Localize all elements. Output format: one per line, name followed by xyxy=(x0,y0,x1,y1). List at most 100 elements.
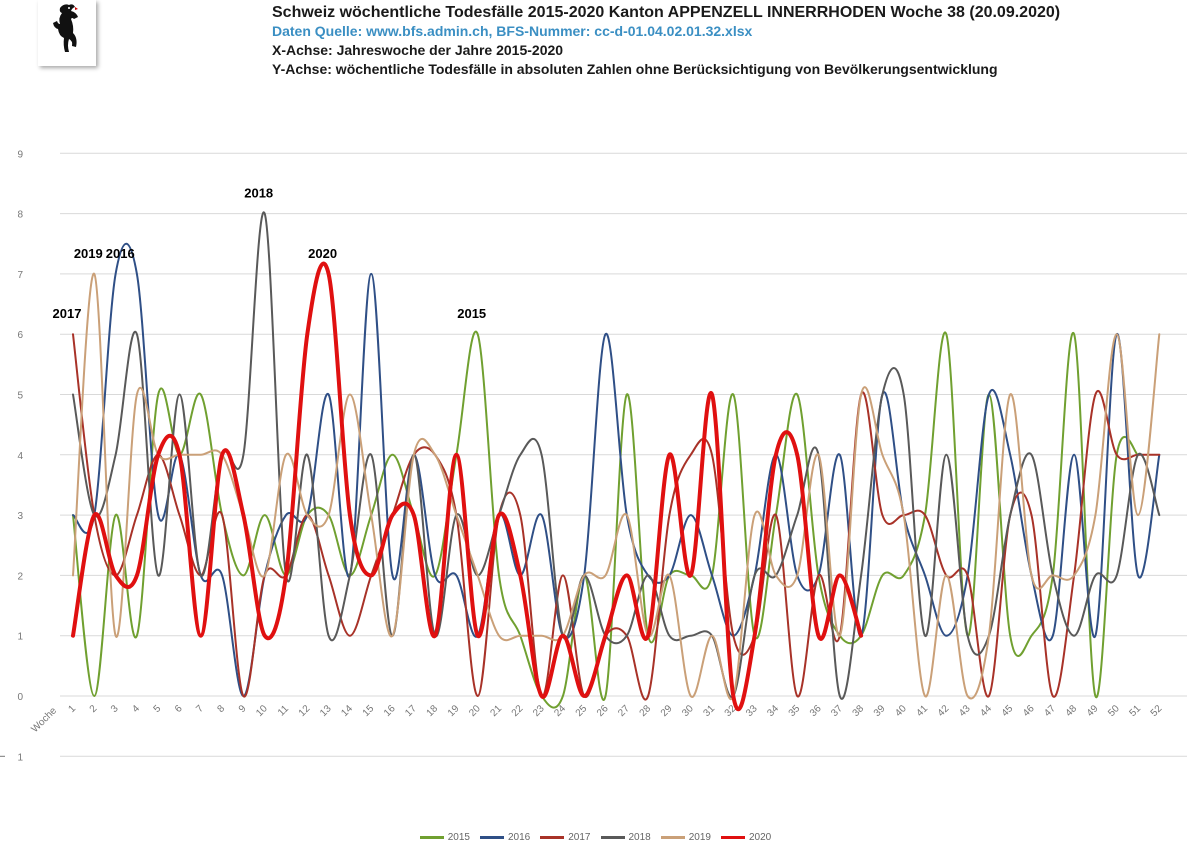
annotation-2020: 2020 xyxy=(308,246,337,261)
x-tick-label: 46 xyxy=(1021,703,1037,719)
x-tick-label: 31 xyxy=(701,703,717,719)
x-tick-label: 43 xyxy=(957,703,973,719)
y-tick-label: 1 xyxy=(17,632,23,643)
x-tick-label: 23 xyxy=(531,703,547,719)
x-tick-label: 25 xyxy=(574,703,590,719)
x-tick-label: 8 xyxy=(216,703,228,715)
x-tick-label: 10 xyxy=(254,703,270,719)
chart-legend: 2015 2016 2017 2018 2019 2020 xyxy=(0,832,1191,843)
y-tick-label: 5 xyxy=(17,391,23,402)
x-tick-label: 52 xyxy=(1149,703,1165,719)
x-tick-label: 9 xyxy=(237,703,249,715)
x-tick-label: 1 xyxy=(66,703,78,715)
x-tick-label: 11 xyxy=(276,703,291,718)
annotation-2015: 2015 xyxy=(457,306,486,321)
legend-item-2018: 2018 xyxy=(600,832,651,843)
annotation-2016: 2016 xyxy=(106,246,135,261)
x-tick-label: 4 xyxy=(130,703,142,715)
legend-swatch xyxy=(419,835,444,839)
x-tick-label: 6 xyxy=(173,703,185,715)
legend-label: 2016 xyxy=(508,832,531,843)
x-tick-label: 50 xyxy=(1106,703,1122,719)
legend-swatch xyxy=(540,835,565,839)
x-tick-label: 5 xyxy=(152,703,164,715)
x-tick-label: 51 xyxy=(1127,703,1143,719)
appenzell-bear-coat-of-arms-icon xyxy=(38,0,96,66)
legend-item-2017: 2017 xyxy=(540,832,591,843)
series-line-2020 xyxy=(71,261,864,712)
x-tick-label: 27 xyxy=(616,703,632,719)
chart-header: Schweiz wöchentliche Todesfälle 2015-202… xyxy=(272,3,1181,79)
y-tick-label: 6 xyxy=(17,330,23,341)
y-axis-info: Y-Achse: wöchentliche Todesfälle in abso… xyxy=(272,61,998,77)
x-tick-label: 48 xyxy=(1064,703,1080,719)
x-tick-label: 13 xyxy=(318,703,334,719)
x-tick-label: 16 xyxy=(382,703,398,719)
x-tick-label: 41 xyxy=(914,703,930,719)
legend-swatch xyxy=(600,835,625,839)
annotation-2019: 2019 xyxy=(74,246,103,261)
data-source: Daten Quelle: www.bfs.admin.ch, BFS-Numm… xyxy=(272,23,753,39)
x-axis-info: X-Achse: Jahreswoche der Jahre 2015-2020 xyxy=(272,42,564,58)
y-tick-label: 3 xyxy=(17,511,23,522)
x-axis-title: Woche xyxy=(29,705,59,735)
x-tick-label: 35 xyxy=(787,703,803,719)
x-tick-label: 21 xyxy=(488,703,504,719)
x-tick-label: 26 xyxy=(595,703,611,719)
x-tick-label: 34 xyxy=(765,703,781,719)
legend-swatch xyxy=(660,835,685,839)
y-tick-label: 9 xyxy=(17,149,23,160)
legend-item-2019: 2019 xyxy=(660,832,711,843)
legend-swatch xyxy=(480,835,504,839)
legend-label: 2019 xyxy=(688,832,711,843)
x-tick-label: 33 xyxy=(744,703,760,719)
chart-series-lines xyxy=(71,211,1161,712)
annotation-2017: 2017 xyxy=(53,306,82,321)
x-tick-label: 2 xyxy=(88,703,100,715)
legend-swatch xyxy=(721,835,745,839)
y-tick-label: 0 xyxy=(17,692,23,703)
coat-of-arms-logo xyxy=(38,0,96,66)
series-line-2018 xyxy=(72,211,1161,700)
x-tick-label: 47 xyxy=(1042,703,1058,719)
y-tick-label: 2 xyxy=(17,571,23,582)
x-tick-label: 30 xyxy=(680,703,696,719)
x-tick-label: 22 xyxy=(510,703,526,719)
x-tick-label: 36 xyxy=(808,703,824,719)
y-tick-label: 1 xyxy=(17,752,23,763)
x-tick-label: 17 xyxy=(403,703,419,719)
legend-label: 2018 xyxy=(628,832,651,843)
legend-label: 2017 xyxy=(568,832,591,843)
x-tick-label: 19 xyxy=(446,703,462,719)
x-tick-label: 38 xyxy=(851,703,867,719)
legend-item-2016: 2016 xyxy=(480,832,530,843)
chart-title: Schweiz wöchentliche Todesfälle 2015-202… xyxy=(272,4,1061,21)
x-tick-label: 29 xyxy=(659,703,675,719)
x-axis-ticks: Woche 1 2 3 4 5 6 7 8 9 10 11 12 13 14 15 16 17 18 19 20 21 22… xyxy=(29,703,1164,735)
x-tick-label: 15 xyxy=(361,703,377,719)
annotation-2018: 2018 xyxy=(244,186,273,201)
x-tick-label: 44 xyxy=(978,703,994,719)
y-tick-label: 4 xyxy=(17,451,23,462)
x-tick-label: 28 xyxy=(638,703,654,719)
x-tick-label: 20 xyxy=(467,703,483,719)
legend-item-2020: 2020 xyxy=(721,832,771,843)
x-tick-label: 14 xyxy=(339,703,355,719)
x-tick-label: 24 xyxy=(552,703,568,719)
series-line-2017 xyxy=(72,333,1161,701)
x-tick-label: 3 xyxy=(109,703,121,715)
chart-annotations: 2017 2019 2016 2018 2020 2015 xyxy=(53,186,487,322)
legend-item-2015: 2015 xyxy=(419,832,470,843)
legend-label: 2020 xyxy=(749,832,772,843)
legend-label: 2015 xyxy=(447,832,470,843)
y-tick-label: 7 xyxy=(17,270,23,281)
x-tick-label: 45 xyxy=(1000,703,1016,719)
x-tick-label: 7 xyxy=(194,703,206,715)
x-tick-label: 40 xyxy=(893,703,909,719)
y-tick-label: 8 xyxy=(17,210,23,221)
y-axis-ticks: 1 0 1 2 3 4 5 6 7 8 9 xyxy=(0,149,23,763)
x-tick-label: 42 xyxy=(936,703,952,719)
x-tick-label: 39 xyxy=(872,703,888,719)
x-tick-label: 12 xyxy=(297,703,313,719)
